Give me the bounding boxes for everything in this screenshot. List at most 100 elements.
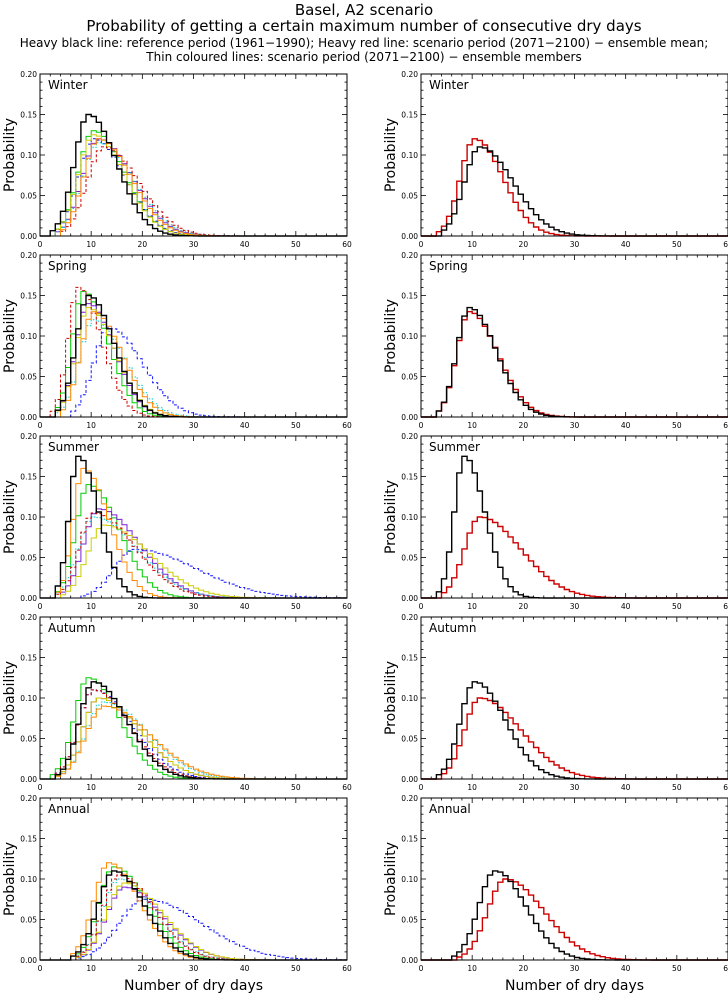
y-tick-label: 0.20 bbox=[20, 794, 37, 803]
y-axis-label: Probability bbox=[383, 118, 399, 192]
plot-frame bbox=[420, 616, 728, 780]
y-tick-label: 0.05 bbox=[401, 554, 418, 563]
x-tick-label: 50 bbox=[291, 602, 301, 611]
x-tick-label: 30 bbox=[189, 602, 199, 611]
x-tick-label: 50 bbox=[672, 421, 682, 430]
y-tick-label: 0.00 bbox=[401, 956, 418, 965]
plot-frame bbox=[420, 435, 728, 599]
x-tick-label: 60 bbox=[723, 602, 728, 611]
y-tick-label: 0.10 bbox=[20, 513, 37, 522]
plot-frame bbox=[420, 73, 728, 237]
x-tick-label: 0 bbox=[38, 964, 43, 973]
x-tick-label: 10 bbox=[86, 421, 96, 430]
y-tick-label: 0.00 bbox=[20, 413, 37, 422]
x-axis-label: Number of dry days bbox=[505, 978, 644, 994]
y-tick-label: 0.00 bbox=[401, 594, 418, 603]
season-label: Autumn bbox=[48, 621, 95, 635]
x-tick-label: 30 bbox=[189, 964, 199, 973]
y-tick-label: 0.20 bbox=[401, 251, 418, 260]
x-tick-label: 40 bbox=[240, 240, 250, 249]
x-tick-label: 0 bbox=[419, 240, 424, 249]
y-tick-label: 0.00 bbox=[20, 956, 37, 965]
y-tick-label: 0.05 bbox=[20, 373, 37, 382]
y-axis-label: Probability bbox=[383, 299, 399, 373]
season-label: Winter bbox=[48, 78, 88, 92]
x-tick-label: 60 bbox=[342, 421, 352, 430]
y-tick-label: 0.05 bbox=[401, 373, 418, 382]
y-axis-label: Probability bbox=[2, 118, 18, 192]
season-label: Summer bbox=[429, 440, 480, 454]
y-tick-label: 0.05 bbox=[401, 192, 418, 201]
panel-winter-members: 0 10 20 30 40 50 60 0.00 0.05 0.10 0.15 0.20 Winter P… bbox=[2, 70, 352, 249]
member-series-6 bbox=[40, 286, 347, 418]
reference-series bbox=[421, 870, 728, 961]
y-tick-label: 0.15 bbox=[401, 654, 418, 663]
y-tick-label: 0.20 bbox=[20, 70, 37, 79]
panel-autumn-members: 0 10 20 30 40 50 60 0.00 0.05 0.10 0.15 0.20 Autumn P… bbox=[2, 613, 352, 792]
y-tick-label: 0.00 bbox=[401, 413, 418, 422]
x-tick-label: 20 bbox=[138, 240, 148, 249]
x-tick-label: 50 bbox=[672, 783, 682, 792]
x-tick-label: 0 bbox=[38, 421, 43, 430]
y-tick-label: 0.05 bbox=[401, 916, 418, 925]
panel-spring-members: 0 10 20 30 40 50 60 0.00 0.05 0.10 0.15 0.20 Spring P… bbox=[2, 251, 352, 430]
plot-frame bbox=[420, 797, 728, 961]
y-tick-label: 0.15 bbox=[401, 111, 418, 120]
x-tick-label: 40 bbox=[240, 602, 250, 611]
scenario-mean-series bbox=[421, 697, 728, 780]
member-series-7 bbox=[40, 311, 347, 418]
x-tick-label: 0 bbox=[38, 602, 43, 611]
season-label: Summer bbox=[48, 440, 99, 454]
season-label: Winter bbox=[429, 78, 469, 92]
x-tick-label: 20 bbox=[519, 783, 529, 792]
x-tick-label: 50 bbox=[291, 421, 301, 430]
y-tick-label: 0.10 bbox=[20, 694, 37, 703]
x-tick-label: 10 bbox=[467, 602, 477, 611]
y-tick-label: 0.05 bbox=[401, 735, 418, 744]
x-tick-label: 20 bbox=[519, 421, 529, 430]
x-tick-label: 0 bbox=[38, 783, 43, 792]
x-tick-label: 50 bbox=[672, 240, 682, 249]
y-tick-label: 0.05 bbox=[20, 554, 37, 563]
y-tick-label: 0.20 bbox=[20, 432, 37, 441]
x-tick-label: 60 bbox=[723, 240, 728, 249]
season-label: Annual bbox=[48, 802, 90, 816]
x-tick-label: 0 bbox=[419, 964, 424, 973]
y-tick-label: 0.15 bbox=[401, 473, 418, 482]
reference-series bbox=[421, 306, 728, 418]
season-label: Annual bbox=[429, 802, 471, 816]
plot-frame bbox=[39, 73, 348, 237]
y-axis-label: Probability bbox=[2, 661, 18, 735]
y-tick-label: 0.15 bbox=[401, 292, 418, 301]
x-tick-label: 60 bbox=[723, 964, 728, 973]
y-tick-label: 0.00 bbox=[20, 232, 37, 241]
y-tick-label: 0.00 bbox=[20, 775, 37, 784]
x-axis-label: Number of dry days bbox=[124, 978, 263, 994]
panel-annual-members: 0 10 20 30 40 50 60 0.00 0.05 0.10 0.15 0.20 Annual P… bbox=[2, 794, 352, 973]
legend-line-1: Heavy black line: reference period (1961… bbox=[19, 36, 709, 50]
legend-line-2: Thin coloured lines: scenario period (20… bbox=[146, 50, 582, 64]
x-tick-label: 50 bbox=[291, 964, 301, 973]
y-tick-label: 0.10 bbox=[20, 332, 37, 341]
y-axis-label: Probability bbox=[2, 299, 18, 373]
x-tick-label: 60 bbox=[342, 964, 352, 973]
x-tick-label: 30 bbox=[189, 240, 199, 249]
y-tick-label: 0.00 bbox=[20, 594, 37, 603]
x-tick-label: 0 bbox=[38, 240, 43, 249]
y-tick-label: 0.20 bbox=[20, 613, 37, 622]
scenario-mean-series bbox=[421, 878, 728, 961]
x-tick-label: 40 bbox=[240, 783, 250, 792]
x-tick-label: 0 bbox=[419, 421, 424, 430]
x-tick-label: 50 bbox=[672, 964, 682, 973]
x-tick-label: 60 bbox=[723, 783, 728, 792]
panel-autumn-mean: 0 10 20 30 40 50 60 0.00 0.05 0.10 0.15 0.20 Autumn P… bbox=[383, 613, 728, 792]
y-axis-label: Probability bbox=[383, 480, 399, 554]
x-tick-label: 30 bbox=[189, 421, 199, 430]
x-tick-label: 20 bbox=[138, 964, 148, 973]
member-series-6 bbox=[40, 512, 347, 599]
season-label: Spring bbox=[48, 259, 87, 273]
y-axis-label: Probability bbox=[383, 842, 399, 916]
season-label: Autumn bbox=[429, 621, 476, 635]
x-tick-label: 0 bbox=[419, 783, 424, 792]
